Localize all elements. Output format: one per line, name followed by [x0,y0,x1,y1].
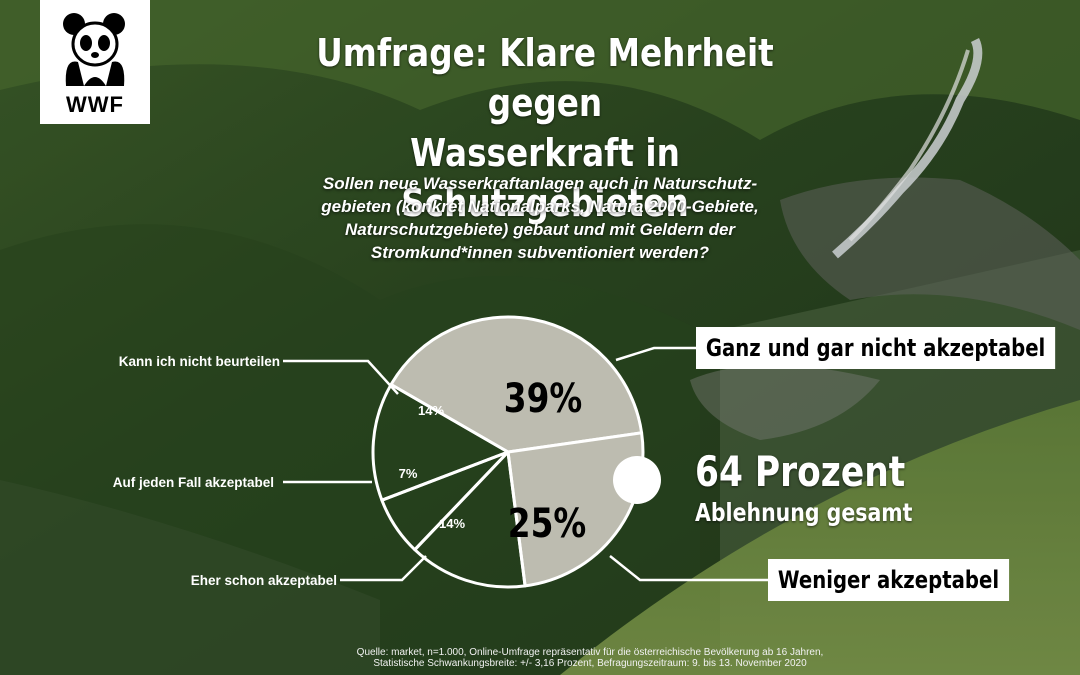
slice-value-label-weniger: 25% [508,500,586,547]
slice-eher-schon [413,450,527,589]
total-rejection-value: 64 Prozent [695,447,906,496]
slice-kann-nicht [371,383,510,502]
leader-line-weniger [609,555,768,582]
page-title: Umfrage: Klare Mehrheit gegen Wasserkraf… [274,28,816,228]
survey-question: Sollen neue Wasserkraftanlagen auch in N… [270,172,810,264]
total-rejection-label: Ablehnung gesamt [695,498,913,527]
slice-value-label-kann-nicht: 14% [418,403,444,418]
total-marker-dot [613,456,661,504]
title-line-2: Wasserkraft in Schutzgebieten [401,131,689,225]
leader-line-kann-nicht [283,359,399,395]
question-line-1: Sollen neue Wasserkraftanlagen auch in N… [322,174,758,193]
slice-value-label-ganz-und-gar: 39% [504,375,582,422]
title-line-1: Umfrage: Klare Mehrheit gegen [316,31,774,125]
source-note: Quelle: market, n=1.000, Online-Umfrage … [300,647,880,669]
callout-weniger: Weniger akzeptabel [768,559,1009,601]
question-line-4: Stromkund*innen subventioniert werden? [370,243,710,262]
category-label-auf-jeden-fall: Auf jeden Fall akzeptabel [113,475,274,490]
slice-value-label-auf-jeden-fall: 7% [399,466,418,481]
source-line-1: Quelle: market, n=1.000, Online-Umfrage … [356,647,824,658]
question-line-3: Naturschutzgebiete) gebaut und mit Gelde… [344,220,736,239]
logo-text: WWF [66,92,124,117]
callout-ganz-und-gar: Ganz und gar nicht akzeptabel [696,327,1056,369]
leader-line-ganz-und-gar [615,346,696,362]
slice-ganz-und-gar [389,315,644,454]
wwf-logo: WWF [40,0,150,124]
question-line-2: gebieten (konkret Nationalparks, Natura … [321,197,759,216]
category-label-eher-schon: Eher schon akzeptabel [191,573,337,588]
slice-value-label-eher-schon: 14% [439,516,465,531]
slice-weniger [506,431,645,588]
source-line-2: Statistische Schwankungsbreite: +/- 3,16… [373,658,807,669]
leader-line-eher-schon [340,555,427,582]
category-label-kann-nicht: Kann ich nicht beurteilen [119,354,280,369]
panda-icon [63,13,125,86]
